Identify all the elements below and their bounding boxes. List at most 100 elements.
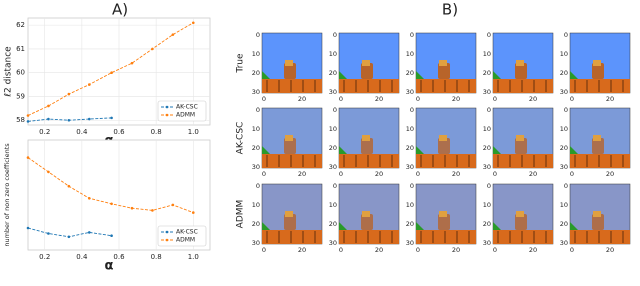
x-tick-label: 0 bbox=[493, 170, 497, 178]
x-tick-label: 0 bbox=[339, 95, 343, 103]
legend-label: AK-CSC bbox=[176, 229, 198, 236]
image-mario-head bbox=[362, 135, 370, 141]
image-mario-head bbox=[439, 211, 447, 217]
image-hill bbox=[416, 71, 424, 79]
image-ground bbox=[493, 79, 553, 93]
y-tick-label: 30 bbox=[483, 88, 491, 96]
image-mario bbox=[284, 63, 296, 79]
y-tick-label: 0 bbox=[333, 31, 337, 39]
y-tick-label: 0 bbox=[410, 182, 414, 190]
image-mario bbox=[438, 214, 450, 230]
y-tick-label: 0 bbox=[564, 106, 568, 114]
y-tick-label: 10 bbox=[252, 201, 260, 209]
image-mario-head bbox=[362, 211, 370, 217]
y-tick-label: 20 bbox=[329, 69, 337, 77]
image-hill bbox=[493, 222, 501, 230]
y-tick-label: 0 bbox=[487, 31, 491, 39]
x-tick-label: 20 bbox=[529, 246, 537, 254]
image-ground bbox=[416, 154, 476, 168]
y-tick-label: 10 bbox=[483, 125, 491, 133]
image-mario-head bbox=[593, 135, 601, 141]
data-point bbox=[87, 117, 91, 121]
y-tick-label: 30 bbox=[560, 239, 568, 247]
legend-box bbox=[157, 225, 207, 247]
data-point bbox=[26, 120, 30, 123]
image-hill bbox=[339, 146, 347, 154]
series-line bbox=[27, 22, 194, 116]
image-mario-head bbox=[439, 60, 447, 66]
x-tick-label: 20 bbox=[452, 170, 460, 178]
y-tick-label: 20 bbox=[483, 144, 491, 152]
image-hill bbox=[262, 71, 270, 79]
y-tick-label: 0 bbox=[410, 106, 414, 114]
y-tick-label: 59 bbox=[16, 92, 25, 100]
image-mario bbox=[438, 63, 450, 79]
y-tick-label: 20 bbox=[483, 69, 491, 77]
y-tick-label: 20 bbox=[406, 220, 414, 228]
legend-box bbox=[157, 100, 207, 122]
legend-label: AK-CSC bbox=[176, 104, 198, 111]
x-tick-label: 0.8 bbox=[151, 253, 162, 261]
x-tick-label: 20 bbox=[298, 170, 306, 178]
x-axis-label: α bbox=[105, 259, 114, 274]
y-tick-label: 20 bbox=[329, 220, 337, 228]
x-tick-label: 0.6 bbox=[113, 253, 125, 261]
row-label: True bbox=[236, 53, 246, 74]
y-tick-label: 0 bbox=[256, 182, 260, 190]
data-point bbox=[130, 61, 134, 65]
image-mario bbox=[515, 63, 527, 79]
x-tick-label: 20 bbox=[298, 95, 306, 103]
image-mario-head bbox=[516, 211, 524, 217]
y-axis-label: ℓ2 distance bbox=[4, 46, 14, 98]
x-tick-label: 0 bbox=[262, 95, 266, 103]
data-point bbox=[110, 202, 113, 206]
legend-marker bbox=[165, 113, 169, 117]
x-tick-label: 0.2 bbox=[39, 128, 50, 136]
y-tick-label: 30 bbox=[252, 163, 260, 171]
y-tick-label: 0 bbox=[256, 31, 260, 39]
x-tick-label: 0 bbox=[570, 170, 574, 178]
data-point bbox=[110, 116, 113, 120]
data-point bbox=[67, 184, 71, 188]
y-tick-label: 10 bbox=[483, 201, 491, 209]
image-hill bbox=[570, 222, 578, 230]
y-tick-label: 30 bbox=[560, 163, 568, 171]
image-mario-head bbox=[439, 135, 447, 141]
y-tick-label: 30 bbox=[252, 88, 260, 96]
data-point bbox=[191, 21, 195, 25]
x-tick-label: 20 bbox=[298, 246, 306, 254]
y-tick-label: 0 bbox=[410, 31, 414, 39]
data-point bbox=[130, 206, 134, 210]
data-point bbox=[47, 104, 50, 108]
image-mario bbox=[284, 138, 296, 154]
image-hill bbox=[339, 71, 347, 79]
y-tick-label: 10 bbox=[329, 201, 337, 209]
x-tick-label: 0.4 bbox=[76, 128, 88, 136]
image-mario bbox=[515, 214, 527, 230]
image-hill bbox=[262, 146, 270, 154]
data-point bbox=[151, 209, 154, 212]
x-tick-label: 20 bbox=[452, 246, 460, 254]
legend-label: ADMM bbox=[176, 112, 195, 119]
image-ground bbox=[339, 230, 399, 244]
image-ground bbox=[339, 79, 399, 93]
y-tick-label: 30 bbox=[483, 163, 491, 171]
legend-marker bbox=[165, 238, 169, 242]
x-tick-label: 0 bbox=[570, 246, 574, 254]
image-ground bbox=[570, 79, 630, 93]
data-point bbox=[87, 197, 91, 200]
image-ground bbox=[339, 154, 399, 168]
x-tick-label: 0 bbox=[493, 246, 497, 254]
image-mario-head bbox=[362, 60, 370, 66]
image-ground bbox=[493, 230, 553, 244]
data-point bbox=[47, 117, 50, 121]
y-tick-label: 30 bbox=[252, 239, 260, 247]
x-tick-label: 0.6 bbox=[113, 128, 125, 136]
y-axis-label: number of non zero coefficients bbox=[3, 143, 11, 247]
x-tick-label: 1.0 bbox=[188, 253, 199, 261]
y-tick-label: 0 bbox=[564, 31, 568, 39]
x-tick-label: 20 bbox=[375, 170, 383, 178]
y-tick-label: 0 bbox=[256, 106, 260, 114]
panel-label: B) bbox=[442, 1, 458, 19]
